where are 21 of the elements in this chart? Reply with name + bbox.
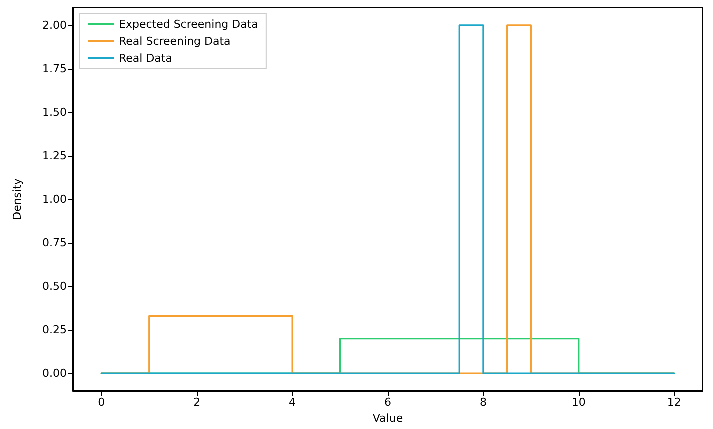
legend-label: Real Screening Data [119, 35, 231, 48]
y-tick-label: 0.25 [42, 324, 67, 337]
y-tick-label: 1.00 [42, 193, 67, 206]
y-tick-label: 0.00 [42, 367, 67, 380]
y-tick-label: 1.25 [42, 149, 67, 162]
x-tick-label: 8 [480, 396, 487, 409]
y-tick-label: 0.75 [42, 236, 67, 250]
legend-label: Expected Screening Data [119, 18, 258, 31]
x-tick-label: 12 [667, 396, 682, 409]
x-tick-label: 10 [572, 396, 586, 409]
y-axis-title: Density [11, 178, 24, 220]
y-tick-label: 2.00 [42, 18, 67, 32]
x-tick-label: 0 [98, 396, 106, 409]
x-tick-label: 4 [289, 396, 296, 409]
y-tick-label: 1.75 [42, 62, 67, 76]
x-axis-title: Value [372, 412, 404, 425]
x-tick-label: 6 [384, 396, 392, 409]
x-tick-label: 2 [194, 396, 201, 409]
y-tick-label: 1.50 [42, 106, 67, 119]
legend-label: Real Data [119, 52, 172, 65]
y-tick-label: 0.50 [42, 280, 67, 294]
